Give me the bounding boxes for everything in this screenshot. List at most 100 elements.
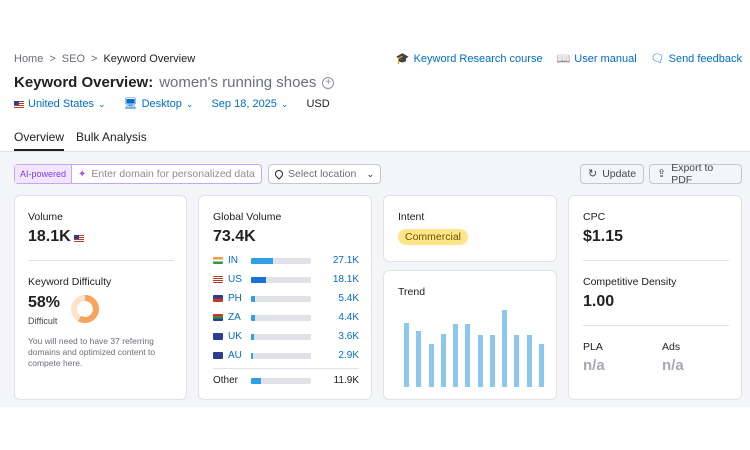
- country-flag-icon: [213, 314, 223, 321]
- country-volume-value[interactable]: 3.6K: [338, 331, 359, 342]
- difficulty-level: Difficult: [28, 316, 58, 326]
- toolbar: AI-powered ✦ Enter domain for personaliz…: [14, 162, 742, 186]
- country-code[interactable]: AU: [228, 350, 242, 361]
- device-select[interactable]: 🖥 Desktop ⌄: [124, 98, 194, 110]
- divider: [583, 325, 729, 326]
- intent-badge: Commercial: [398, 229, 469, 245]
- pla-label: PLA: [583, 341, 603, 353]
- cpc-label: CPC: [583, 211, 606, 223]
- domain-placeholder: Enter domain for personalized data: [91, 168, 255, 180]
- trend-bar[interactable]: [428, 343, 434, 387]
- date-label: Sep 18, 2025: [211, 98, 277, 110]
- volume-bar-track: [251, 353, 311, 359]
- volume-bar-track: [251, 315, 311, 321]
- country-volume-value[interactable]: 18.1K: [332, 274, 359, 285]
- trend-bar[interactable]: [453, 323, 459, 387]
- country-code[interactable]: UK: [228, 331, 242, 342]
- export-pdf-button[interactable]: ⇪ Export to PDF: [649, 162, 742, 186]
- tab-bulk-analysis[interactable]: Bulk Analysis: [76, 130, 147, 144]
- tabs: Overview Bulk Analysis: [14, 130, 147, 151]
- breadcrumb-home[interactable]: Home: [14, 53, 44, 65]
- country-row: PH 5.4K: [213, 293, 359, 305]
- us-flag-icon: [74, 235, 84, 242]
- chevron-down-icon: ⌄: [185, 98, 194, 109]
- country-code[interactable]: PH: [228, 293, 242, 304]
- location-pin-icon: [273, 168, 285, 180]
- feedback-icon: 🗨: [650, 52, 665, 65]
- country-volume-value[interactable]: 5.4K: [338, 293, 359, 304]
- ads-label: Ads: [662, 341, 681, 353]
- volume-bar-fill: [251, 353, 254, 359]
- trend-bar[interactable]: [502, 309, 508, 387]
- volume-bar-fill: [251, 315, 255, 321]
- country-row: IN 27.1K: [213, 255, 359, 267]
- volume-bar-track: [251, 258, 311, 264]
- title-prefix: Keyword Overview:: [14, 74, 154, 91]
- trend-bar[interactable]: [404, 323, 409, 387]
- add-to-list-icon[interactable]: +: [322, 76, 335, 89]
- volume-difficulty-card: Volume 18.1K Keyword Difficulty 58% Diff…: [14, 195, 187, 400]
- book-icon: 📖: [556, 52, 571, 65]
- volume-bar-fill: [251, 258, 274, 264]
- trend-bar[interactable]: [440, 333, 446, 387]
- volume-bar-fill: [251, 296, 256, 302]
- volume-bar-track: [251, 378, 311, 384]
- competitive-density-label: Competitive Density: [583, 276, 677, 288]
- location-placeholder: Select location: [288, 168, 357, 180]
- user-manual-link[interactable]: 📖 User manual: [557, 53, 637, 65]
- keyword-research-course-link[interactable]: 🎓 Keyword Research course: [396, 53, 543, 65]
- database-label: United States: [28, 98, 95, 110]
- trend-bar[interactable]: [539, 344, 544, 387]
- chevron-down-icon: ⌄: [280, 98, 289, 109]
- app-root: Home > SEO > Keyword Overview 🎓 Keyword …: [0, 44, 750, 407]
- trend-bar-chart: [404, 305, 544, 387]
- volume-bar-fill: [251, 378, 261, 384]
- date-select[interactable]: Sep 18, 2025 ⌄: [211, 98, 288, 110]
- send-feedback-link[interactable]: 🗨 Send feedback: [651, 53, 742, 65]
- breadcrumb-current: Keyword Overview: [103, 53, 196, 65]
- trend-bar[interactable]: [489, 335, 495, 387]
- database-select[interactable]: United States ⌄: [14, 98, 106, 110]
- difficulty-donut-chart: [71, 295, 99, 323]
- tab-overview[interactable]: Overview: [14, 130, 65, 151]
- global-volume-label: Global Volume: [213, 211, 282, 223]
- update-label: Update: [602, 168, 637, 180]
- country-volume-value[interactable]: 2.9K: [338, 350, 359, 361]
- domain-input[interactable]: ✦ Enter domain for personalized data: [72, 165, 261, 183]
- donut-arc: [71, 295, 99, 323]
- update-button[interactable]: ↻ Update: [580, 164, 644, 184]
- country-volume-value[interactable]: 27.1K: [332, 255, 359, 266]
- trend-bar[interactable]: [526, 335, 532, 387]
- location-select[interactable]: Select location ⌄: [268, 164, 381, 184]
- top-links: 🎓 Keyword Research course 📖 User manual …: [396, 53, 742, 65]
- country-flag-icon: [213, 276, 223, 283]
- divider: [583, 260, 729, 261]
- ads-value: n/a: [662, 357, 684, 374]
- breadcrumb-seo[interactable]: SEO: [61, 53, 86, 65]
- ai-powered-badge: AI-powered: [15, 165, 73, 183]
- difficulty-note: You will need to have 37 referring domai…: [28, 336, 156, 368]
- trend-bar[interactable]: [465, 323, 471, 387]
- filters-bar: United States ⌄ 🖥 Desktop ⌄ Sep 18, 2025…: [14, 98, 330, 110]
- country-code[interactable]: IN: [228, 255, 238, 266]
- country-row: UK 3.6K: [213, 331, 359, 343]
- chevron-down-icon: ⌄: [366, 168, 374, 179]
- trend-bar[interactable]: [416, 331, 422, 387]
- export-label: Export to PDF: [671, 162, 714, 186]
- link-label: Keyword Research course: [413, 53, 543, 65]
- trend-bar[interactable]: [514, 335, 520, 387]
- us-flag-icon: [14, 100, 24, 108]
- volume-value: 18.1K: [28, 228, 71, 245]
- link-label: User manual: [574, 53, 637, 65]
- country-volume-value[interactable]: 4.4K: [338, 312, 359, 323]
- currency-label: USD: [306, 98, 330, 110]
- country-code[interactable]: ZA: [228, 312, 241, 323]
- competitive-density-value: 1.00: [583, 293, 615, 310]
- country-flag-icon: [213, 295, 223, 302]
- country-code[interactable]: US: [228, 274, 242, 285]
- country-row: US 18.1K: [213, 274, 359, 286]
- divider: [28, 260, 174, 261]
- divider: [213, 368, 359, 369]
- device-label: Desktop: [141, 98, 182, 110]
- trend-bar[interactable]: [477, 335, 483, 387]
